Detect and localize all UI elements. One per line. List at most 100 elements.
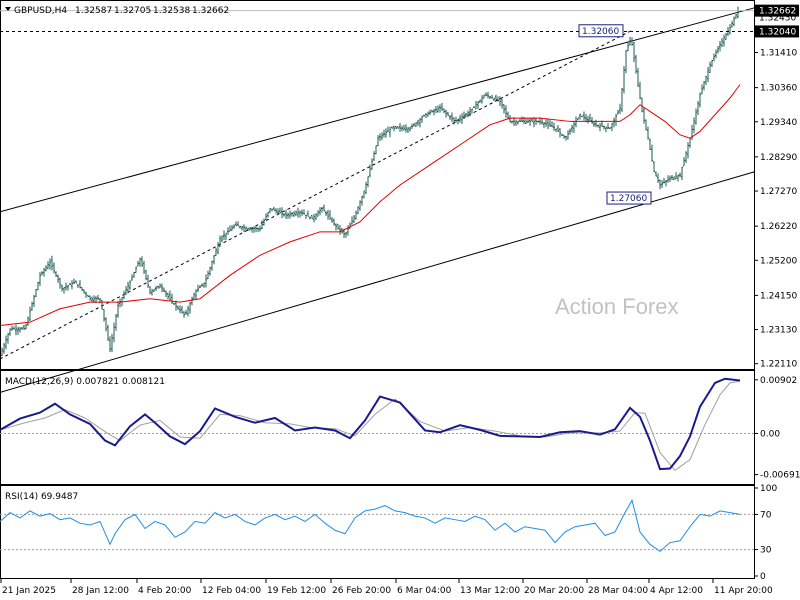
candle — [355, 210, 357, 220]
candle — [573, 121, 575, 133]
candle — [237, 221, 239, 227]
candle — [61, 284, 63, 292]
macd-tick-label: 0.00902 — [760, 376, 797, 386]
candle — [263, 218, 265, 226]
candle — [323, 204, 325, 212]
candle — [147, 274, 149, 289]
candle — [507, 111, 509, 119]
candle — [41, 271, 43, 276]
candle — [639, 81, 641, 100]
candle — [3, 342, 5, 354]
candle — [231, 224, 233, 231]
candle — [223, 230, 225, 241]
candle — [193, 292, 195, 300]
candle — [51, 255, 53, 271]
candle — [151, 288, 153, 296]
candle — [647, 126, 649, 140]
candle — [363, 190, 365, 199]
candle — [259, 225, 261, 232]
candle — [135, 266, 137, 274]
time-tick-label: 4 Apr 12:00 — [650, 586, 703, 596]
candle — [349, 222, 351, 229]
candle — [87, 294, 89, 298]
candle — [381, 132, 383, 141]
candle — [603, 125, 605, 130]
price-tick-label: 1.26220 — [760, 222, 797, 232]
candle — [73, 278, 75, 284]
candle — [695, 108, 697, 125]
candle — [119, 298, 121, 308]
candle — [547, 118, 549, 130]
dropdown-triangle-icon[interactable] — [5, 7, 11, 11]
ohlc-close: 1.32662 — [192, 6, 229, 16]
candle — [357, 206, 359, 215]
candle — [185, 309, 187, 315]
candle — [217, 242, 219, 255]
candle — [187, 305, 189, 317]
candle — [143, 260, 145, 274]
candle — [57, 274, 59, 284]
candle — [661, 180, 663, 188]
candle — [317, 210, 319, 217]
candle — [97, 294, 99, 301]
price-tick-label: 1.24150 — [760, 291, 797, 301]
candle — [627, 42, 629, 52]
candle — [495, 94, 497, 101]
candle — [485, 92, 487, 97]
candle — [725, 33, 727, 40]
candle — [653, 161, 655, 173]
candle — [481, 95, 483, 104]
candle — [331, 216, 333, 223]
candle — [501, 99, 503, 109]
candle — [391, 126, 393, 129]
candle — [145, 269, 147, 281]
candle — [333, 218, 335, 226]
candle — [251, 227, 253, 233]
candle — [67, 285, 69, 291]
macd-tick-label: -0.006915 — [760, 471, 800, 481]
candle — [571, 124, 573, 133]
candle — [47, 261, 49, 269]
candle — [303, 209, 305, 215]
candle — [551, 121, 553, 128]
candle — [633, 41, 635, 63]
candle — [107, 324, 109, 341]
time-tick-label: 6 Mar 04:00 — [397, 586, 452, 596]
candle — [225, 232, 227, 241]
candle — [435, 105, 437, 114]
candle — [163, 287, 165, 293]
candle — [329, 210, 331, 220]
candle — [399, 122, 401, 132]
candle — [569, 128, 571, 135]
macd-line — [0, 377, 741, 471]
candle — [683, 157, 685, 167]
level-price-tag — [755, 25, 799, 38]
candle — [315, 213, 317, 221]
candle — [227, 227, 229, 235]
candle — [527, 118, 529, 123]
candle — [591, 116, 593, 124]
candle — [239, 225, 241, 229]
candle — [19, 326, 21, 333]
candle — [33, 294, 35, 308]
candle — [385, 128, 387, 138]
candle — [433, 108, 435, 116]
candle — [713, 53, 715, 62]
price-tick-label: 1.30360 — [760, 84, 797, 94]
ohlc-high: 1.32705 — [114, 6, 151, 16]
candle — [235, 221, 237, 227]
candle — [109, 336, 111, 353]
candle — [157, 285, 159, 289]
candle — [287, 212, 289, 219]
channel-lines — [0, 7, 756, 393]
candle — [105, 317, 107, 332]
candle — [133, 271, 135, 278]
candle — [445, 109, 447, 118]
price-tick-label: 1.25200 — [760, 256, 797, 266]
candle — [83, 289, 85, 294]
candle — [439, 104, 441, 113]
candle — [79, 280, 81, 289]
candle — [65, 282, 67, 291]
candle — [645, 119, 647, 131]
candle — [111, 333, 113, 353]
